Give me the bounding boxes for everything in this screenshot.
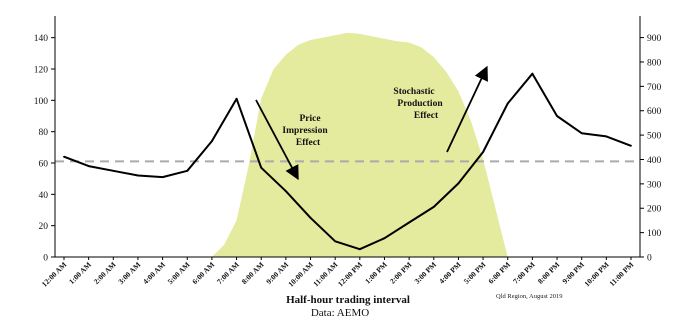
price-impression-label-line-3: Effect (296, 138, 321, 148)
region-credit-label: Qld Region, August 2019 (496, 293, 562, 300)
price-point (580, 132, 583, 135)
x-tick-label: 1:00 PM (363, 260, 389, 286)
right-tick-label: 300 (647, 180, 662, 190)
price-point (408, 221, 411, 224)
price-impression-arrow (255, 99, 299, 181)
price-point (161, 176, 164, 179)
right-tick-label: 600 (647, 107, 662, 117)
price-point (506, 102, 509, 105)
x-tick-label: 1:00 AM (67, 260, 93, 286)
x-tick-label: 12:00 AM (40, 260, 69, 289)
x-tick-label: 8:00 PM (536, 260, 562, 286)
left-tick-label: 0 (43, 254, 48, 264)
right-tick-label: 800 (647, 58, 662, 68)
price-point (457, 182, 460, 185)
right-tick-label: 500 (647, 132, 662, 142)
x-tick-label: 11:00 PM (607, 260, 635, 288)
price-line (63, 72, 632, 251)
x-tick-label: 3:00 PM (413, 260, 439, 286)
x-tick-label: 3:00 AM (116, 260, 142, 286)
price-point (112, 169, 115, 172)
left-tick-label: 120 (34, 66, 49, 76)
price-point (605, 135, 608, 138)
x-tick-label: 11:00 AM (311, 260, 339, 288)
x-tick-label: 2:00 AM (92, 260, 118, 286)
x-tick-label: 12:00 PM (336, 260, 364, 288)
x-tick-label: 4:00 PM (437, 260, 463, 286)
x-tick-label: 5:00 AM (166, 260, 192, 286)
price-point (383, 237, 386, 240)
price-point (630, 144, 632, 147)
right-tick-label: 0 (647, 254, 652, 264)
x-tick-label: 7:00 PM (511, 260, 537, 286)
x-tick-label: 8:00 AM (240, 260, 266, 286)
price-point (556, 115, 558, 117)
x-tick-label: 5:00 PM (462, 260, 488, 286)
left-tick-label: 60 (39, 160, 49, 170)
price-point (137, 174, 139, 177)
price-point (235, 97, 238, 100)
price-point (309, 216, 312, 219)
right-tick-label: 900 (647, 34, 662, 44)
solar-generation-area (211, 32, 508, 258)
stochastic-production-label-line-2: Production (397, 99, 443, 109)
price-point (531, 72, 534, 75)
right-tick-label: 400 (647, 156, 662, 166)
price-point (482, 151, 484, 153)
price-point (432, 205, 435, 208)
price-impression-label-line-2: Impression (282, 126, 328, 136)
price-point (87, 165, 90, 168)
right-tick-label: 200 (647, 205, 662, 215)
x-tick-label: 10:00 PM (582, 260, 610, 288)
right-tick-label: 100 (647, 229, 662, 239)
price-point (211, 140, 213, 142)
price-point (63, 155, 65, 158)
price-point (358, 248, 361, 251)
x-axis-label: Half-hour trading interval (286, 294, 410, 306)
price-impression-label-line-1: Price (299, 114, 320, 124)
price-point (284, 190, 287, 193)
left-tick-label: 80 (39, 128, 49, 138)
right-tick-label: 700 (647, 83, 662, 93)
price-point (260, 166, 263, 169)
solar-area-layer (211, 32, 508, 258)
stochastic-production-label-line-1: Stochastic (393, 87, 434, 97)
data-source-label: Data: AEMO (311, 307, 369, 319)
x-tick-label: 4:00 AM (141, 260, 167, 286)
x-tick-label: 10:00 AM (286, 260, 315, 289)
x-tick-label: 6:00 AM (190, 260, 216, 286)
stochastic-production-label-line-3: Effect (414, 111, 439, 121)
stochastic-production-arrow (446, 65, 488, 153)
price-line-layer (63, 72, 632, 251)
x-tick-label: 2:00 PM (388, 260, 414, 286)
price-point (334, 240, 337, 243)
price-point (186, 169, 189, 172)
left-tick-label: 100 (34, 97, 49, 107)
x-tick-label: 6:00 PM (486, 260, 512, 286)
x-tick-label: 7:00 AM (215, 260, 241, 286)
left-tick-label: 20 (39, 222, 49, 232)
left-tick-label: 40 (39, 191, 49, 201)
left-tick-label: 140 (34, 34, 49, 44)
